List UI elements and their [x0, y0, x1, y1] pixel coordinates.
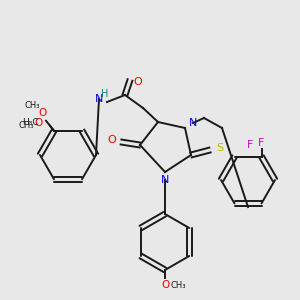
Text: O: O: [108, 135, 116, 145]
Text: H: H: [101, 89, 109, 99]
Text: N: N: [161, 175, 169, 185]
Text: O: O: [134, 77, 142, 87]
Text: N: N: [189, 118, 197, 128]
Text: N: N: [95, 94, 103, 104]
Text: O: O: [161, 280, 169, 290]
Text: H₃C: H₃C: [22, 118, 38, 127]
Text: O: O: [34, 118, 42, 128]
Text: O: O: [38, 108, 46, 118]
Text: S: S: [216, 143, 224, 153]
Text: F: F: [247, 140, 253, 150]
Text: CH₃: CH₃: [170, 280, 186, 290]
Text: F: F: [258, 138, 265, 148]
Text: CH₃: CH₃: [18, 121, 34, 130]
Text: CH₃: CH₃: [24, 101, 40, 110]
